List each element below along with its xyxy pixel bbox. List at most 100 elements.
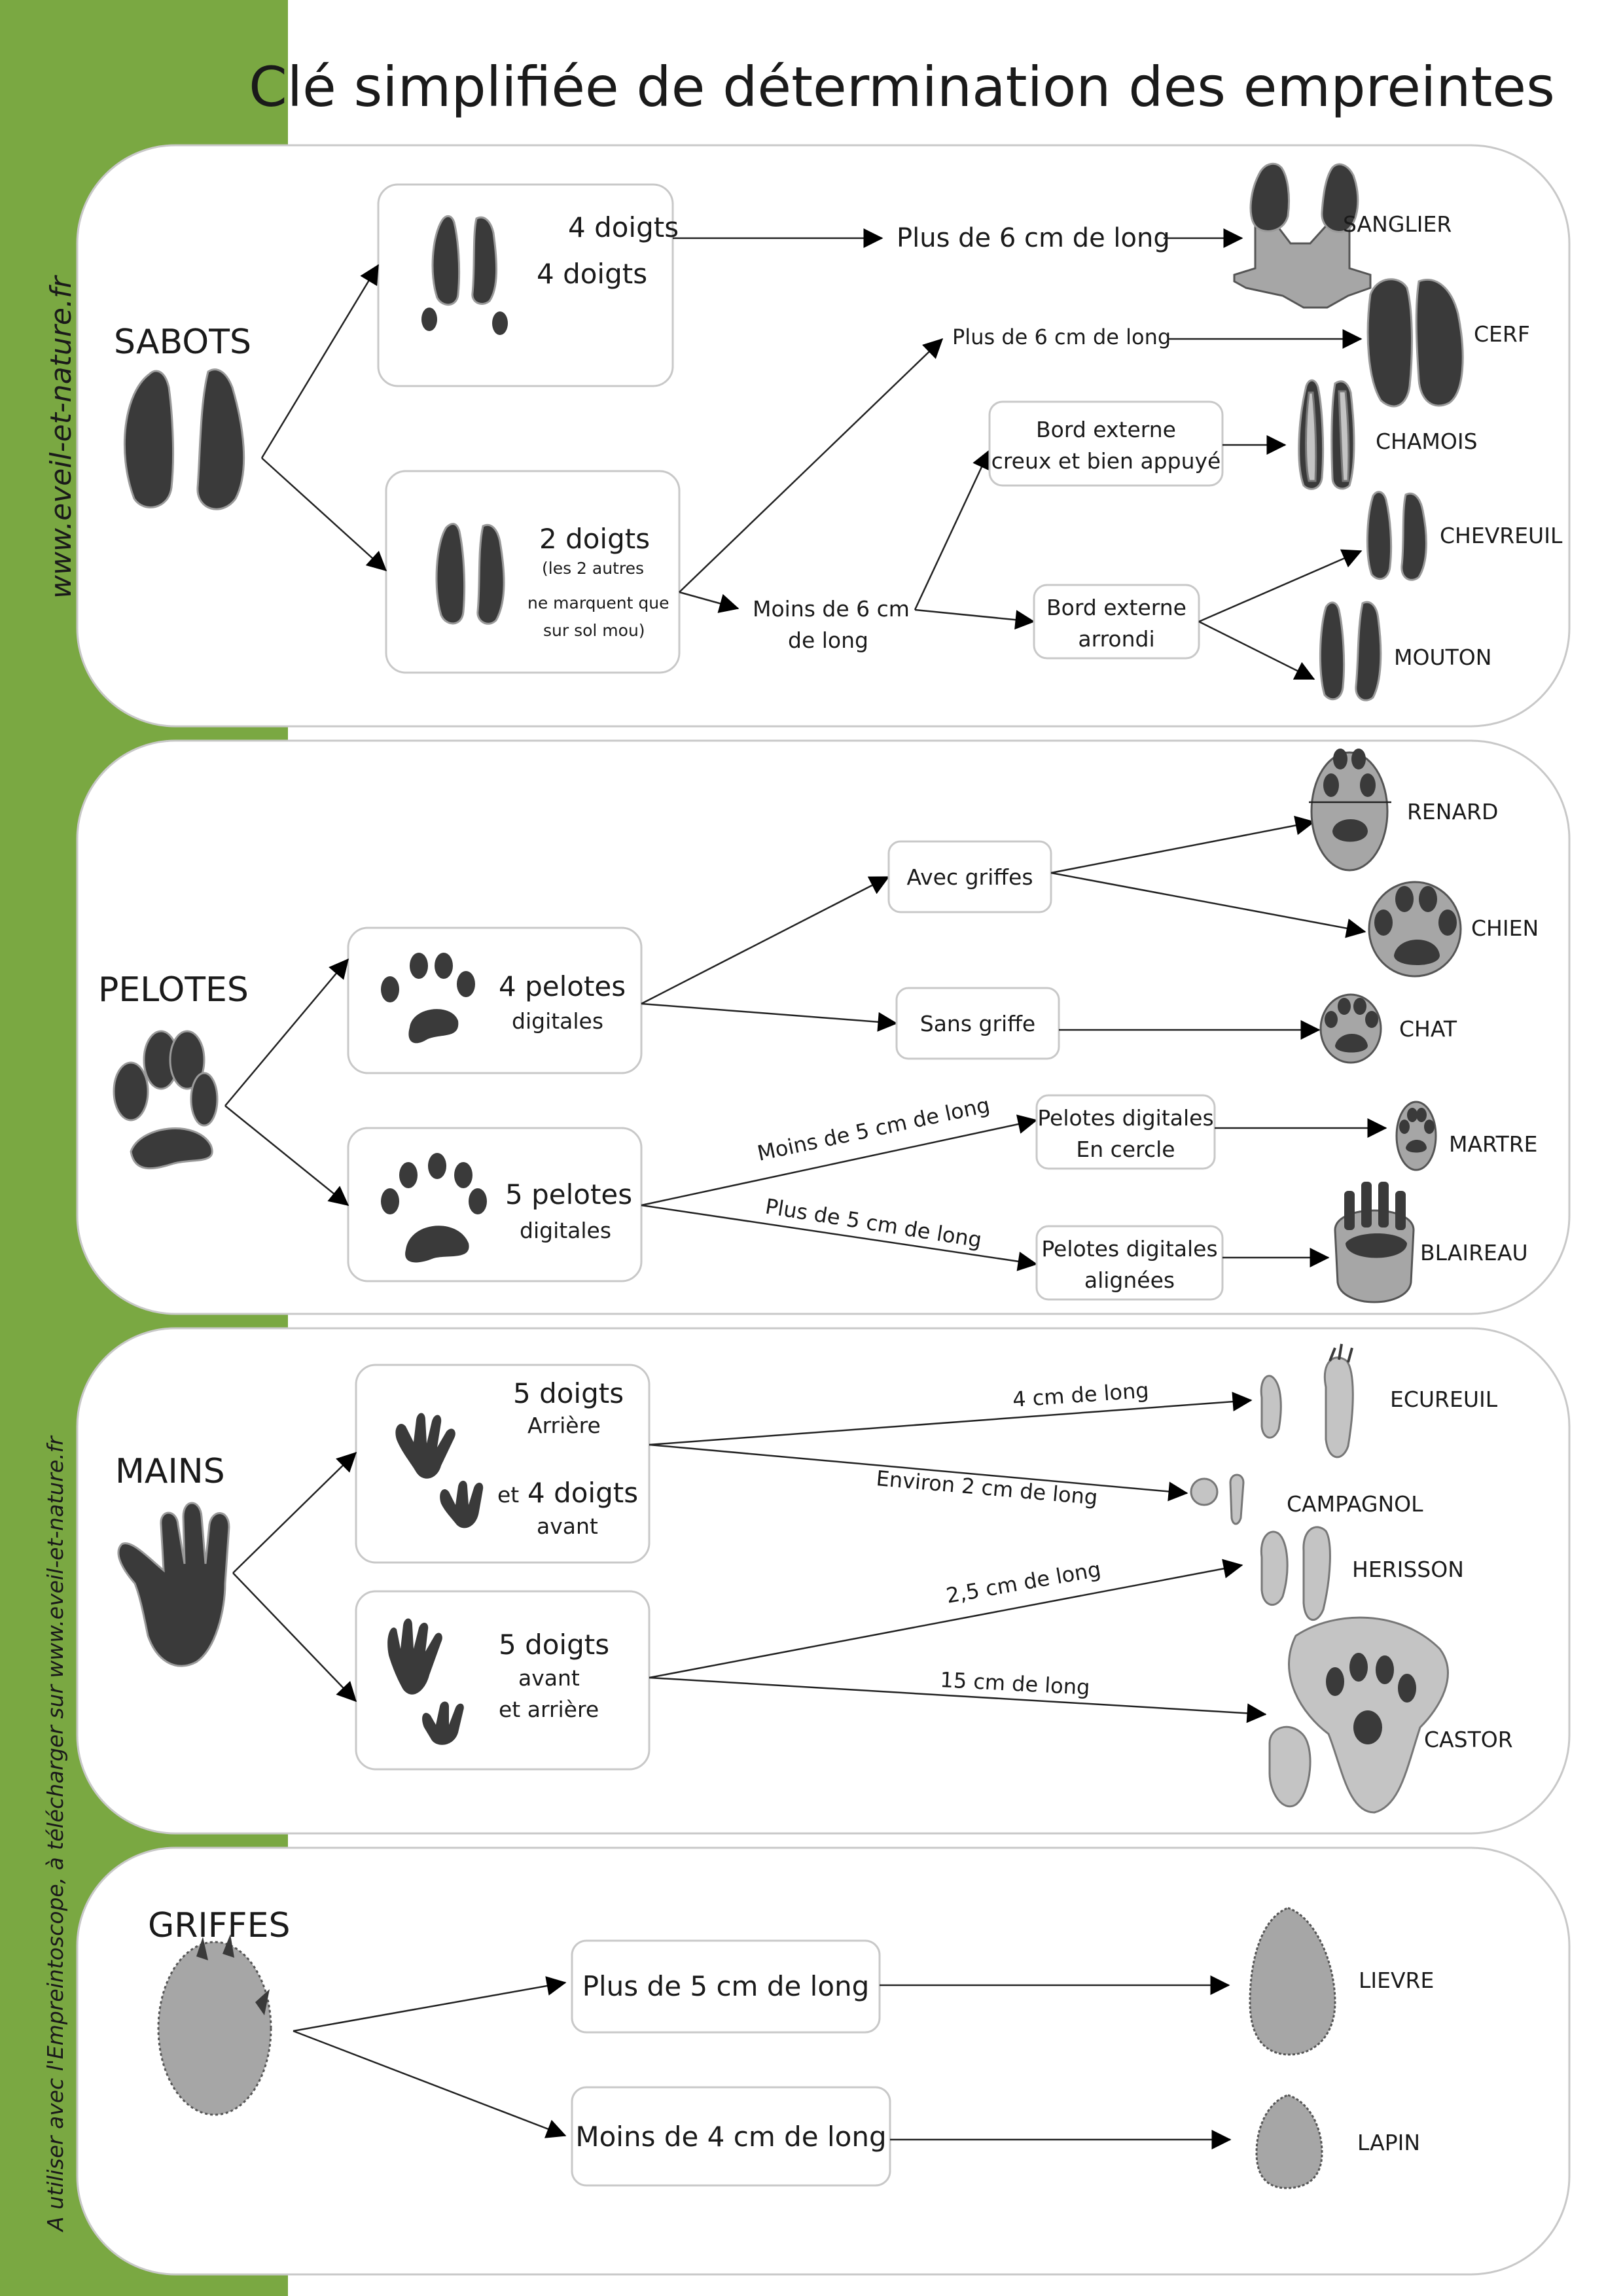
box-pelotes-alignees-label-2: alignées [1084,1267,1175,1293]
box-4-pelotes-label-2: digitales [512,1008,603,1034]
lapin-print-icon [1255,2094,1323,2189]
box-pelotes-alignees [1035,1225,1224,1301]
five-finger-foot-icon [387,1618,442,1695]
page-title: Clé simplifiée de détermination des empr… [249,55,1555,119]
arrow-griffes-to-moins4 [293,2030,567,2138]
label-lapin: LAPIN [1357,2130,1420,2155]
box-2-doigts-label-3: ne marquent que [527,593,669,612]
box-avec-griffes [887,840,1052,913]
box-2-doigts-label-2: (les 2 autres [542,559,644,578]
section-griffes: GRIFFES Plus de 5 cm de long Moins de 4 … [148,1906,1434,2189]
arrow-bord-arrondi-to-chevreuil [1198,549,1363,623]
arrow-pelotes-to-4 [224,958,349,1106]
section-heading-sabots: SABOTS [114,323,251,362]
box-4-doigts-label-1: 4 doigts [568,211,679,243]
label-blaireau: BLAIREAU [1420,1240,1528,1265]
chevreuil-print-icon [1366,491,1427,581]
section-pelotes: PELOTES 4 pelotes digitales 5 pelo [98,749,1539,1303]
arrow-moins6-to-bord-creux [914,449,991,610]
box-2-doigts [385,470,681,674]
label-avec-griffes: Avec griffes [906,864,1033,890]
front-foot-icon [440,1481,484,1528]
arrow-4-to-avec-griffes [641,875,890,1005]
arrow-griffes-to-plus5 [293,1976,567,2032]
blaireau-print-icon [1334,1182,1415,1303]
hind-foot-icon [395,1413,455,1479]
hoof-4-toes-icon [421,215,508,335]
chamois-print-icon [1298,379,1355,490]
sanglier-print-icon [1233,162,1372,309]
panel-griffes [76,1846,1571,2276]
box-pelotes-cercle-label-2: En cercle [1076,1137,1175,1162]
box-griffes-moins4 [571,2086,891,2187]
label-plus-6cm-a: Plus de 6 cm de long [897,223,1170,253]
box-bord-creux-label-2: creux et bien appuyé [991,448,1221,474]
label-sans-griffe: Sans griffe [920,1011,1036,1036]
section-heading-griffes: GRIFFES [148,1906,290,1945]
box-mains-b-label-2: avant [518,1665,580,1691]
box-mains-a-label-3-prefix: et [497,1482,519,1508]
label-chevreuil: CHEVREUIL [1440,523,1563,548]
box-mains-a-label-2: Arrière [527,1413,601,1438]
label-sanglier: SANGLIER [1343,211,1452,237]
label-ecureuil: ECUREUIL [1390,1386,1498,1412]
label-castor: CASTOR [1424,1727,1513,1752]
section-sabots: SABOTS 4 doigts 4 doigts 2 doigts (les 2… [114,162,1563,701]
paw-4-pads-icon [381,953,475,1044]
chat-print-icon [1319,993,1382,1064]
arrow-bord-arrondi-to-mouton [1198,620,1315,680]
arrow-5-to-alignees [641,1204,1038,1271]
arrow-sabots-to-4doigts [260,264,380,459]
section-mains: MAINS 5 doigts Arrière et 4 doigts avant… [115,1343,1513,1814]
arrow-b-to-herisson [649,1559,1243,1679]
arrow-moins6-to-bord-arrondi [914,609,1035,630]
box-pelotes-alignees-label-1: Pelotes digitales [1041,1236,1217,1262]
arrow-sabots-to-2doigts [261,457,387,572]
box-bord-creux [988,400,1224,487]
arrow-b-to-castor [649,1676,1267,1723]
arrow-2doigts-to-moins6 [679,591,740,613]
box-pelotes-cercle-label-1: Pelotes digitales [1037,1105,1213,1131]
label-griffes-plus5: Plus de 5 cm de long [582,1970,870,2002]
label-moins-6cm-1: Moins de 6 cm [753,596,910,622]
arrow-a-to-campagnol [649,1443,1188,1502]
box-mains-a-label-1: 5 doigts [513,1377,624,1409]
side-url-text: www.eveil-et-nature.fr [45,275,78,599]
campagnol-print-icon [1190,1474,1245,1525]
box-mains-b-label-3: et arrière [499,1697,599,1722]
box-griffes-plus5 [571,1939,881,2034]
label-moins-6cm-2: de long [788,627,868,653]
box-pelotes-cercle [1035,1094,1216,1170]
label-cerf: CERF [1474,321,1530,347]
claw-print-icon [157,1934,272,2116]
renard-print-icon [1309,749,1391,872]
martre-print-icon [1395,1101,1437,1171]
label-griffes-moins4: Moins de 4 cm de long [575,2121,886,2153]
box-mains-a-label-3: 4 doigts [527,1477,638,1509]
box-mains-a-label-4: avant [537,1513,598,1539]
arrow-mains-to-box-a [232,1451,357,1574]
label-mouton: MOUTON [1394,645,1491,670]
box-5-pelotes-label-2: digitales [520,1218,611,1243]
arrow-avec-griffes-to-chien [1050,872,1366,938]
label-chamois: CHAMOIS [1376,429,1478,454]
box-5-pelotes-label-1: 5 pelotes [505,1178,632,1210]
label-plus-6cm-b: Plus de 6 cm de long [952,325,1171,349]
box-4-doigts-label-2: 4 doigts [537,258,647,290]
mouton-print-icon [1319,601,1382,701]
paw-5-pads-icon [381,1153,487,1263]
section-heading-mains: MAINS [115,1452,225,1491]
hand-print-icon [117,1502,230,1667]
box-bord-arrondi-label-2: arrondi [1078,626,1154,652]
box-mains-b-label-1: 5 doigts [499,1629,609,1661]
arrow-5-to-cercle [641,1114,1038,1207]
ecureuil-print-icon [1260,1343,1354,1458]
side-credit-text: A utiliser avec l'Empreintoscope, à télé… [43,1435,68,2233]
arrow-2doigts-to-plus6 [679,338,944,593]
arrow-a-to-ecureuil [649,1392,1253,1446]
herisson-print-icon [1260,1526,1331,1621]
paw-print-icon [113,1030,219,1169]
label-chien: CHIEN [1471,915,1539,941]
arrow-pelotes-to-5 [224,1105,349,1206]
